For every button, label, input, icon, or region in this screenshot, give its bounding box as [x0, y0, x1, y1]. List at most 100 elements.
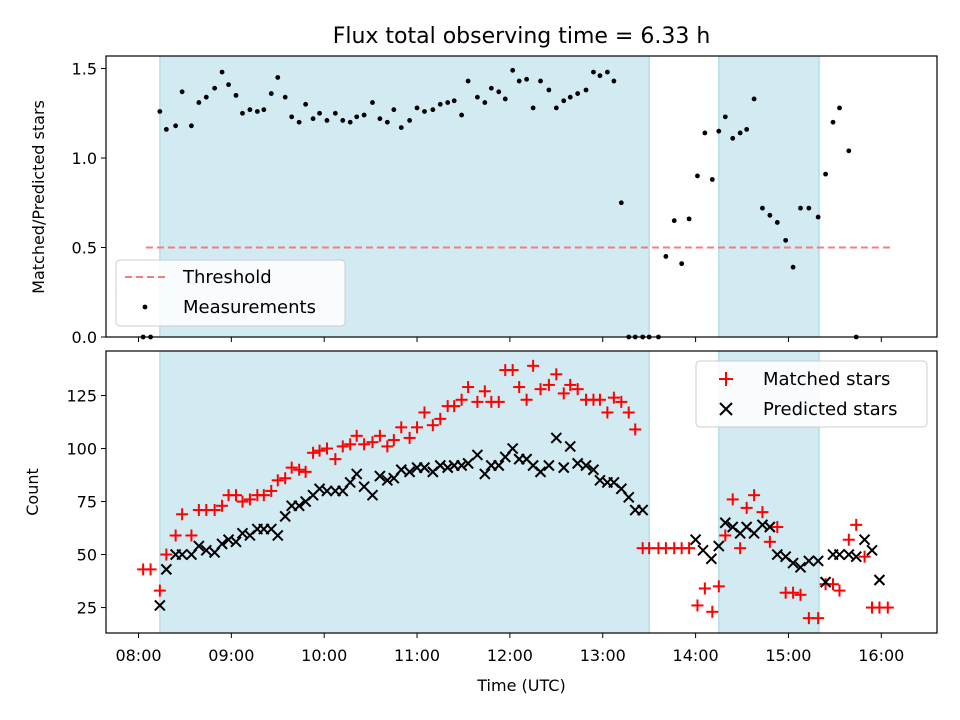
measurement-point [823, 171, 828, 177]
predicted-star-point [748, 527, 760, 540]
top-y-axis-label: Matched/Predicted stars [29, 100, 48, 294]
predicted-star-point [154, 599, 166, 612]
matched-star-point [366, 436, 379, 449]
matched-star-point [527, 359, 540, 372]
matched-star-point [734, 542, 747, 555]
matched-star-point [320, 442, 333, 455]
matched-star-point [748, 489, 761, 502]
measurement-point [730, 135, 736, 141]
measurement-point [354, 114, 360, 120]
measurement-point [163, 126, 169, 132]
predicted-star-point [819, 576, 832, 588]
matched-star-point [719, 529, 732, 542]
measurement-point [430, 107, 436, 113]
x-tick-label: 10:00 [301, 646, 347, 665]
measurement-point [310, 116, 316, 122]
measurement-point [422, 109, 427, 114]
measurement-point [261, 107, 267, 113]
measurement-point [340, 118, 346, 123]
threshold-legend-label: Threshold [182, 267, 272, 288]
predicted-star-point [479, 468, 491, 480]
matched-star-point [557, 387, 570, 400]
predicted-star-point [381, 474, 394, 487]
observing-window-band [718, 56, 820, 337]
measurement-point [247, 107, 253, 113]
measurement-point [451, 98, 457, 104]
matched-star-point [706, 605, 719, 618]
predicted-star-point [705, 553, 718, 565]
predicted-star-point [719, 517, 732, 529]
measurement-point [583, 87, 589, 93]
measurement-point [324, 118, 330, 123]
measurement-point [716, 128, 722, 134]
measurements-legend-label: Measurements [183, 297, 316, 318]
measurement-point [538, 78, 543, 84]
y-tick-label: 125 [66, 387, 97, 406]
measurements-legend-swatch [142, 304, 148, 310]
matched-star-point [550, 368, 563, 381]
measurement-point [815, 214, 821, 220]
matched-star-point [279, 472, 292, 485]
matched-star-point [534, 383, 547, 396]
measurement-point [760, 205, 765, 211]
predicted-star-point [216, 538, 228, 550]
predicted-star-point [803, 555, 815, 567]
measurement-point [226, 82, 231, 88]
predicted-star-point [564, 440, 576, 453]
predicted-star-point [462, 457, 474, 470]
predicted-star-point [873, 574, 886, 586]
matched-star-point [740, 501, 753, 514]
measurement-point [179, 89, 185, 95]
matched-star-point [434, 412, 447, 425]
matched-star-point [285, 461, 298, 474]
x-tick-label: 15:00 [765, 646, 811, 665]
measurement-point [806, 205, 812, 211]
measurement-point [254, 109, 260, 114]
top-legend-box [115, 259, 346, 327]
measurement-point [391, 107, 397, 113]
top-x-ticks [137, 337, 882, 342]
measurement-point [398, 125, 404, 130]
measurement-point [530, 105, 536, 111]
matched-star-point [381, 440, 394, 453]
bottom-panel: 25 50 75 100 125 08:00 09:00 10:00 11:00 12:00 13… [23, 350, 938, 695]
x-tick-label: 14:00 [673, 646, 719, 665]
matched-star-point [448, 400, 461, 413]
measurement-point [496, 89, 502, 95]
matched-star-point [271, 474, 284, 487]
measurement-point [459, 112, 465, 118]
matched-star-point [160, 548, 173, 561]
measurement-point [282, 94, 288, 100]
matched-star-point [350, 429, 363, 442]
measurement-point [837, 105, 842, 111]
predicted-star-point [366, 489, 379, 501]
measurement-point [173, 123, 179, 129]
matched-star-point [763, 535, 776, 548]
y-tick-label: 0.0 [72, 328, 97, 347]
measurement-point [783, 237, 789, 243]
predicted-star-point [858, 533, 871, 546]
predicted-star-point [403, 466, 416, 478]
measurement-point [546, 87, 552, 93]
matched-star-point [593, 393, 606, 406]
matched-star-point [307, 446, 320, 459]
predicted-star-point [358, 480, 370, 493]
matched-star-point [373, 429, 386, 442]
matched-star-point [236, 495, 249, 508]
measurement-point [686, 216, 692, 222]
predicted-star-point [764, 521, 776, 533]
matched-star-point [299, 465, 312, 478]
matched-star-point [492, 395, 505, 408]
measurement-point [774, 220, 780, 225]
matched-star-point [607, 391, 620, 404]
measurement-point [663, 254, 669, 259]
bottom-y-axis-label: Count [23, 468, 42, 516]
measurement-point [437, 101, 443, 107]
measurement-point [798, 205, 803, 211]
predicted-star-point [176, 548, 188, 561]
x-tick-label: 08:00 [115, 646, 161, 665]
measurement-point [361, 112, 367, 118]
measurement-point [474, 94, 480, 100]
predicted-star-point [344, 476, 356, 489]
